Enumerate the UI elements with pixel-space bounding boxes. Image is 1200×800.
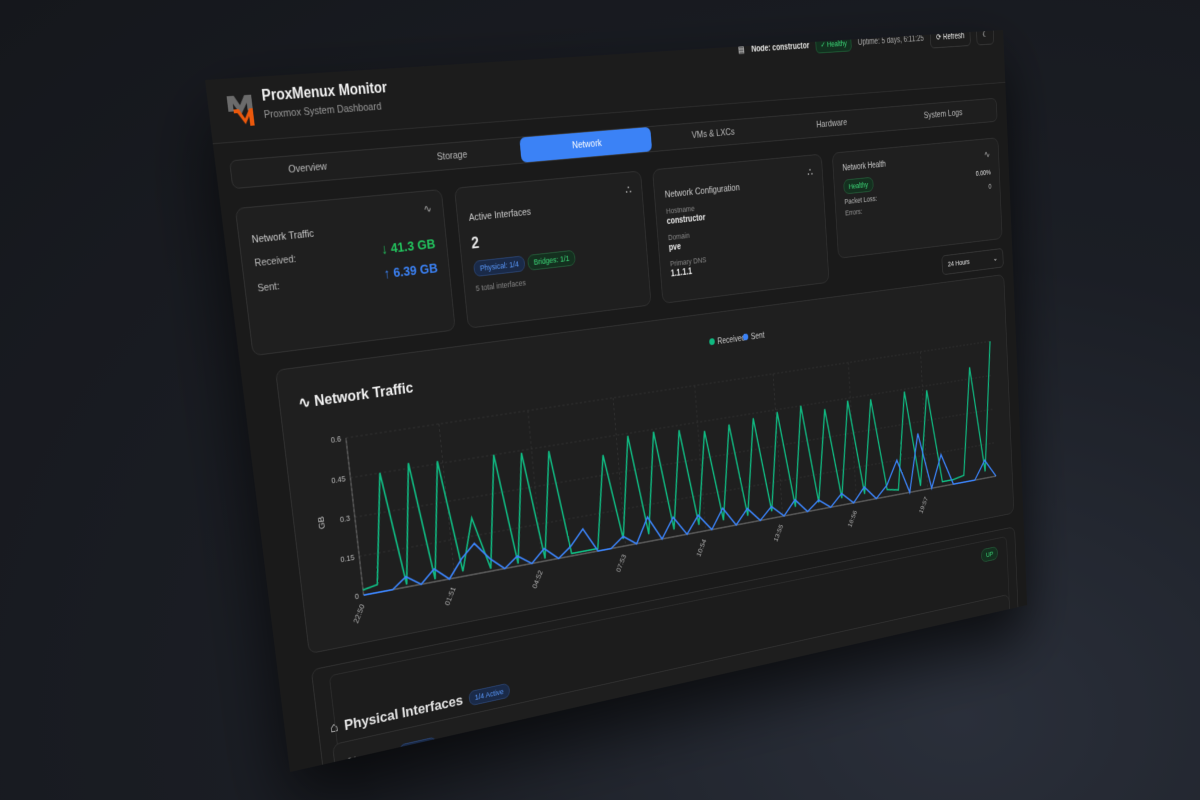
y-tick-label: 0	[354, 591, 359, 601]
tab-system-logs[interactable]: System Logs	[923, 107, 963, 121]
dashboard-window: ProxMenux Monitor Proxmox System Dashboa…	[205, 30, 1028, 773]
sent-label: Sent:	[256, 280, 281, 294]
time-range-select[interactable]: 24 Hours ⌄	[941, 247, 1004, 276]
network-config-card: ⛬ Network Configuration Hostname constru…	[652, 153, 830, 304]
y-tick-label: 0.45	[331, 474, 346, 485]
packet-loss-value: 0.00%	[975, 168, 991, 178]
tab-storage[interactable]: Storage	[436, 149, 468, 163]
errors-value: 0	[988, 182, 992, 191]
grid-line	[346, 341, 990, 438]
node-name: Node: constructor	[751, 41, 810, 55]
legend-swatch	[709, 338, 715, 346]
x-tick-label: 07:53	[615, 553, 628, 573]
chevron-down-icon: ⌄	[992, 254, 998, 263]
network-icon: ⛬	[624, 182, 632, 196]
legend-label: Received	[717, 334, 746, 347]
bridges-badge: Bridges: 1/1	[527, 249, 576, 271]
interface-status-badge: UP	[981, 546, 998, 563]
network-traffic-card: ∿ Network Traffic Received: ↓ 41.3 GB Sen…	[234, 189, 456, 357]
grid-line	[773, 374, 783, 516]
tab-hardware[interactable]: Hardware	[816, 117, 848, 131]
active-interfaces-card: ⛬ Active Interfaces 2 Physical: 1/4 Bridg…	[454, 170, 652, 329]
health-status: Healthy	[826, 38, 848, 49]
x-tick-label: 01:51	[443, 585, 457, 606]
tab-overview[interactable]: Overview	[287, 161, 328, 176]
interface-name: enp3s0	[364, 746, 397, 766]
interface-type-badge: Physical	[398, 736, 438, 760]
health-badge: ✓ Healthy	[815, 35, 852, 54]
tab-vms-lxcs[interactable]: VMs & LXCs	[691, 126, 736, 141]
x-tick-label: 04:52	[531, 569, 545, 590]
header: ProxMenux Monitor Proxmox System Dashboa…	[205, 30, 1006, 145]
wifi-icon: ≋	[345, 753, 358, 771]
tab-network[interactable]: Network	[519, 126, 653, 163]
grid-line	[355, 409, 993, 517]
x-tick-label: 19:57	[918, 496, 929, 515]
activity-icon: ∿	[422, 201, 433, 216]
legend-label: Sent	[751, 331, 765, 342]
x-tick-label: 22:50	[352, 603, 367, 625]
y-axis-label: GB	[317, 516, 328, 530]
refresh-icon: ⟳	[935, 33, 942, 43]
sent-value: ↑ 6.39 GB	[383, 260, 439, 282]
y-tick-label: 0.15	[340, 553, 355, 565]
chart-title: ∿ Network Traffic	[298, 379, 414, 412]
x-tick-label: 10:54	[695, 538, 708, 558]
received-label: Received:	[253, 253, 297, 269]
x-tick-label: 13:55	[772, 523, 784, 543]
time-range-value: 24 Hours	[947, 257, 970, 269]
y-tick-label: 0.3	[339, 513, 350, 524]
theme-toggle-button[interactable]: ☾	[975, 30, 995, 46]
y-tick-label: 0.6	[330, 434, 341, 445]
moon-icon: ☾	[982, 30, 988, 40]
uptime: Uptime: 5 days, 6:11:25	[857, 34, 925, 48]
network-traffic-chart: ∿ Network Traffic 0 0.15 0.3 0.45 0.6 GB 22:50 0…	[298, 331, 1006, 625]
network-health-card: ∿ Network Health Healthy 0.00% Packet Los…	[831, 137, 1003, 259]
proxmenux-logo	[226, 94, 255, 127]
refresh-label: Refresh	[942, 31, 965, 42]
health-status-badge: Healthy	[843, 176, 874, 195]
server-icon: ▤	[737, 45, 745, 56]
packet-loss-label: Packet Loss:	[844, 194, 878, 206]
router-icon: ⌂	[329, 719, 339, 736]
network-traffic-chart-card: ∿ Network Traffic 0 0.15 0.3 0.45 0.6 GB 22:50 0…	[275, 274, 1015, 655]
activity-icon: ∿	[983, 148, 991, 161]
x-tick-label: 16:56	[846, 509, 858, 528]
active-count-badge: 1/4 Active	[468, 682, 511, 707]
refresh-button[interactable]: ⟳ Refresh	[929, 30, 971, 49]
network-icon: ⛬	[807, 165, 814, 178]
received-value: ↓ 41.3 GB	[380, 236, 436, 258]
physical-badge: Physical: 1/4	[473, 255, 526, 277]
